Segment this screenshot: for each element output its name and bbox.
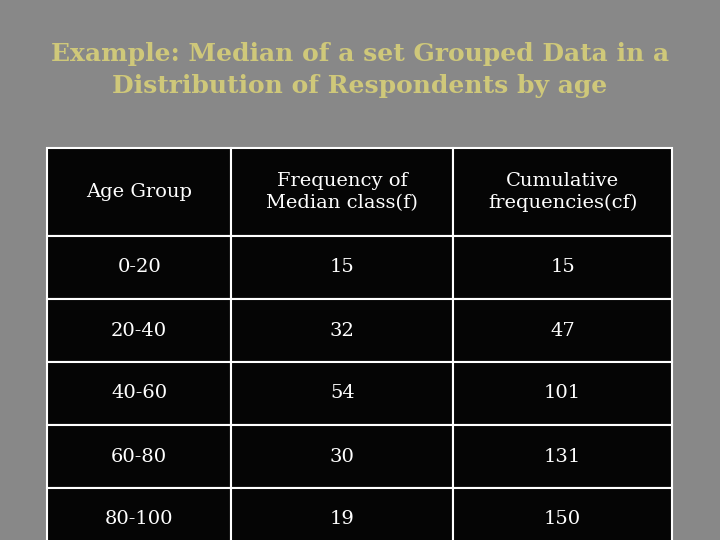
Bar bbox=[454, 488, 672, 540]
Bar bbox=[231, 488, 454, 540]
Bar bbox=[231, 236, 454, 299]
Text: 60-80: 60-80 bbox=[111, 448, 167, 465]
Text: 15: 15 bbox=[330, 259, 355, 276]
Bar bbox=[231, 425, 454, 488]
Text: 0-20: 0-20 bbox=[117, 259, 161, 276]
Bar bbox=[454, 425, 672, 488]
Bar bbox=[454, 148, 672, 236]
Bar bbox=[47, 362, 231, 425]
Bar bbox=[47, 236, 231, 299]
Text: Frequency of
Median class(f): Frequency of Median class(f) bbox=[266, 172, 418, 212]
Text: 101: 101 bbox=[544, 384, 581, 402]
Text: 47: 47 bbox=[550, 321, 575, 340]
Text: 40-60: 40-60 bbox=[111, 384, 167, 402]
Bar bbox=[47, 425, 231, 488]
Bar bbox=[47, 299, 231, 362]
Bar bbox=[231, 362, 454, 425]
Bar bbox=[454, 299, 672, 362]
Text: Example: Median of a set Grouped Data in a
Distribution of Respondents by age: Example: Median of a set Grouped Data in… bbox=[51, 42, 669, 98]
Text: 150: 150 bbox=[544, 510, 581, 529]
Bar bbox=[454, 236, 672, 299]
Text: 15: 15 bbox=[550, 259, 575, 276]
Text: 32: 32 bbox=[330, 321, 355, 340]
Text: 131: 131 bbox=[544, 448, 581, 465]
Bar bbox=[47, 488, 231, 540]
Bar bbox=[231, 299, 454, 362]
Bar bbox=[231, 148, 454, 236]
Text: 19: 19 bbox=[330, 510, 355, 529]
Text: Age Group: Age Group bbox=[86, 183, 192, 201]
Bar bbox=[454, 362, 672, 425]
Bar bbox=[47, 148, 231, 236]
Text: Cumulative
frequencies(cf): Cumulative frequencies(cf) bbox=[488, 172, 637, 212]
Text: 80-100: 80-100 bbox=[105, 510, 174, 529]
Text: 54: 54 bbox=[330, 384, 355, 402]
Text: 20-40: 20-40 bbox=[111, 321, 167, 340]
Text: 30: 30 bbox=[330, 448, 355, 465]
